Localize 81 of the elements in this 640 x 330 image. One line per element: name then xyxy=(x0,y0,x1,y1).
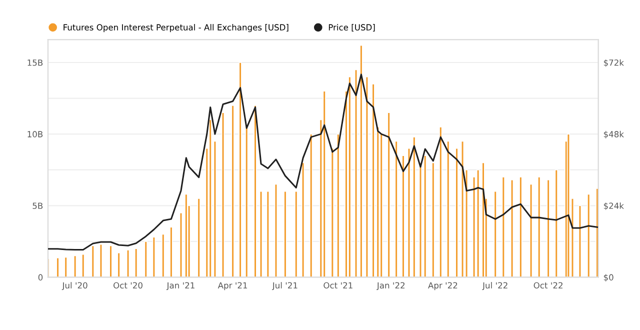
bar xyxy=(460,140,464,278)
bar xyxy=(446,140,450,278)
bar xyxy=(330,148,334,278)
x-tick-label: Apr '21 xyxy=(218,282,248,290)
bar xyxy=(197,198,200,278)
bar xyxy=(238,62,242,278)
bar xyxy=(56,257,60,278)
bar xyxy=(162,234,165,278)
bar xyxy=(134,248,138,278)
bar xyxy=(394,140,398,278)
x-tick-label: Jul '21 xyxy=(272,282,298,290)
x-tick-label: Jan '22 xyxy=(376,282,404,290)
y-tick-label: 0 xyxy=(38,274,43,280)
bar xyxy=(274,184,278,278)
bar xyxy=(354,69,358,278)
bar xyxy=(254,105,257,278)
legend-label: Price [USD] xyxy=(328,24,375,32)
bar xyxy=(310,134,313,278)
bar xyxy=(412,136,416,278)
bar xyxy=(259,190,263,278)
bar xyxy=(170,226,173,278)
bar xyxy=(554,169,558,278)
bar xyxy=(476,169,480,278)
y-tick-label: 10B xyxy=(28,131,43,138)
bar xyxy=(284,190,287,278)
bar xyxy=(73,255,77,278)
bar xyxy=(294,190,298,278)
bar xyxy=(432,162,435,278)
bar xyxy=(82,254,85,278)
y2-tick-label: $24k xyxy=(604,202,624,210)
y2-tick-label: $0 xyxy=(604,274,614,282)
bar xyxy=(365,76,369,278)
y-tick-label: 5B xyxy=(32,202,43,209)
bar xyxy=(407,148,411,278)
bar xyxy=(538,176,541,278)
bar xyxy=(455,148,458,278)
x-tick-label: Oct '22 xyxy=(534,282,562,289)
bar xyxy=(566,134,570,278)
bar xyxy=(529,184,533,278)
bar xyxy=(348,76,352,278)
x-tick-label: Jul '22 xyxy=(482,282,508,290)
bar xyxy=(184,194,188,278)
x-tick-label: Oct '20 xyxy=(114,282,142,289)
bar xyxy=(179,212,183,278)
bar xyxy=(596,188,598,278)
bar xyxy=(245,126,248,278)
bar xyxy=(91,245,94,278)
bar xyxy=(402,155,405,278)
bar xyxy=(360,44,363,278)
line-series xyxy=(48,74,598,251)
bar xyxy=(126,250,130,278)
bar xyxy=(494,190,497,278)
bar xyxy=(152,236,156,278)
bar xyxy=(482,162,485,278)
bar xyxy=(322,90,326,278)
bar xyxy=(546,179,550,278)
bar xyxy=(336,134,340,278)
x-tick-label: Oct '21 xyxy=(324,282,352,289)
bar xyxy=(502,176,505,278)
x-tick-label: Jul '20 xyxy=(62,282,88,290)
legend-label: Futures Open Interest Perpetual - All Exchanges [USD] xyxy=(64,24,288,32)
bar xyxy=(387,112,390,278)
bar xyxy=(64,256,68,278)
y2-tick-label: $72k xyxy=(604,59,624,67)
bar xyxy=(117,252,120,278)
bar xyxy=(99,244,103,278)
x-tick-label: Jan '21 xyxy=(166,282,194,290)
bar xyxy=(439,126,442,278)
x-tick-label: Apr '22 xyxy=(428,282,458,290)
y2-tick-label: $48k xyxy=(604,130,624,138)
bar xyxy=(231,105,234,278)
bar xyxy=(301,162,305,278)
bar xyxy=(587,194,590,278)
bar xyxy=(510,179,514,278)
bar xyxy=(519,176,522,278)
y-tick-label: 15B xyxy=(28,60,43,66)
bar xyxy=(221,112,225,278)
bar xyxy=(144,240,148,278)
bar xyxy=(109,245,112,278)
bar xyxy=(266,190,270,278)
bar xyxy=(578,205,582,278)
